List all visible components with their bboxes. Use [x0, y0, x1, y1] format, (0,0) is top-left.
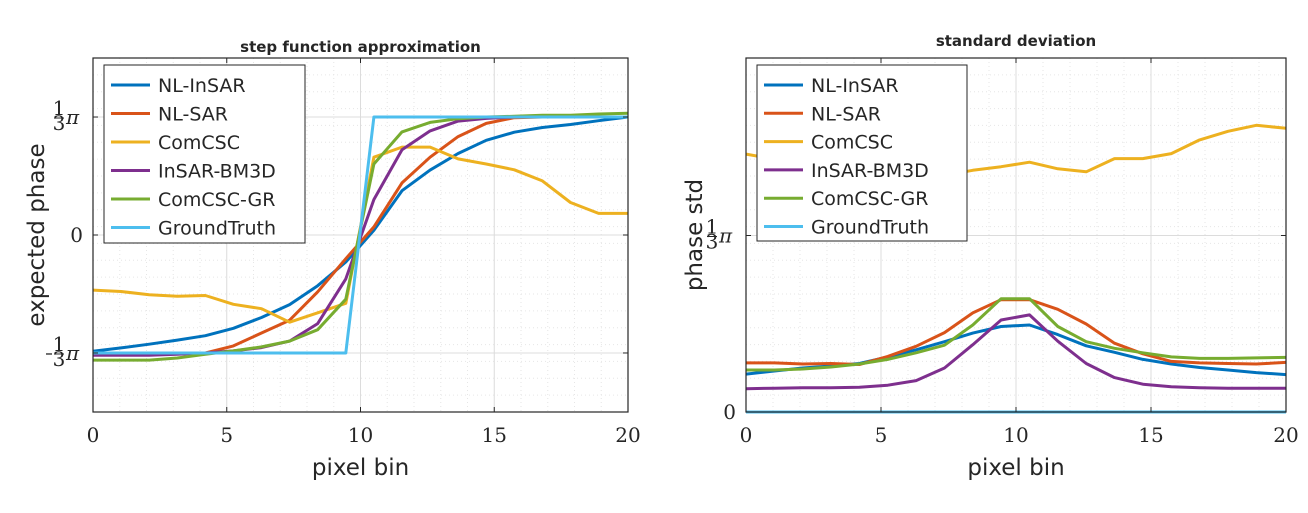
legend-entry: GroundTruth [158, 218, 276, 240]
y-tick-value: 0 [723, 400, 736, 424]
legend-box [756, 64, 968, 242]
x-tick-label: 0 [87, 423, 100, 447]
x-tick-label: 15 [1138, 423, 1163, 447]
y-tick-pi-symbol: π [718, 224, 733, 248]
legend-entry: NL-InSAR [158, 75, 246, 97]
y-tick-value: 0 [70, 223, 83, 247]
series-line-groundtruth [93, 115, 628, 355]
y-tick-denominator: 3 [53, 347, 66, 371]
legend-entry: ComCSC-GR [158, 189, 275, 211]
legend-box [103, 64, 306, 244]
x-axis-label: pixel bin [312, 455, 409, 481]
legend-entry: ComCSC [811, 132, 893, 154]
x-tick-label: 10 [348, 423, 373, 447]
x-tick-label: 10 [1003, 423, 1028, 447]
x-tick-label: 20 [615, 423, 640, 447]
legend-entry: InSAR-BM3D [158, 161, 276, 183]
x-tick-label: 15 [482, 423, 507, 447]
chart-title: standard deviation [936, 32, 1096, 50]
legend: NL-InSAR NL-SAR ComCSC InSAR-BM3D ComCSC-GR G… [756, 64, 968, 242]
y-tick-numerator: 1 [53, 332, 66, 356]
legend-entry: ComCSC [158, 132, 240, 154]
x-tick-label: 20 [1273, 423, 1298, 447]
legend-entry: NL-InSAR [811, 75, 899, 97]
y-tick-pi-symbol: π [65, 341, 80, 365]
y-tick-numerator: 1 [53, 96, 66, 120]
legend: NL-InSAR NL-SAR ComCSC InSAR-BM3D ComCSC-GR G… [103, 64, 306, 244]
y-tick-pi-symbol: π [65, 105, 80, 129]
legend-entry: ComCSC-GR [811, 188, 928, 210]
legend-entry: NL-SAR [811, 103, 881, 125]
y-tick-label: 13 π [53, 96, 80, 135]
legend-entry: InSAR-BM3D [811, 160, 929, 182]
x-tick-label: 5 [220, 423, 233, 447]
legend-entry: NL-SAR [158, 104, 228, 126]
x-axis-label: pixel bin [967, 455, 1064, 481]
x-tick-label: 5 [875, 423, 888, 447]
ticks: 0 5 10 15 20 0 13 π [706, 58, 1299, 447]
chart-title: step function approximation [240, 38, 481, 56]
x-tick-label: 0 [740, 423, 753, 447]
chart-panel-1: 0 5 10 15 20 0 13 π standard deviation pixel bin p… [682, 32, 1299, 481]
y-tick-label: 13 π [706, 215, 733, 254]
y-tick-label: 0 [70, 223, 83, 247]
series-line-insar-bm3d [745, 313, 1286, 391]
y-tick-label: 13 π [46, 332, 80, 371]
series-group [92, 111, 629, 362]
legend-entry: GroundTruth [811, 217, 929, 239]
y-tick-numerator: 1 [706, 215, 719, 239]
y-tick-denominator: 3 [706, 230, 719, 254]
y-axis-label: expected phase [24, 143, 50, 326]
y-tick-label: 0 [723, 400, 736, 424]
y-tick-denominator: 3 [53, 111, 66, 135]
y-axis-label: phase std [682, 179, 708, 291]
series-line-comcsc-gr [746, 297, 1287, 372]
